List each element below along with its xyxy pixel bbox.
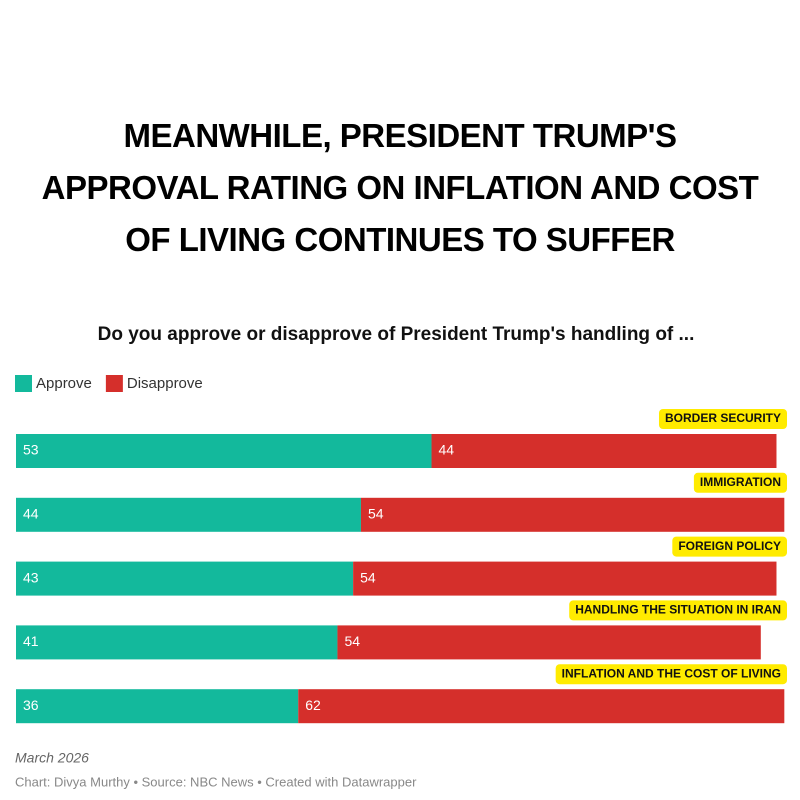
bar-segment <box>16 561 354 596</box>
bar-segment <box>353 561 777 596</box>
category-label: IMMIGRATION <box>700 475 781 489</box>
note: March 2026 <box>15 750 89 766</box>
bar-segment <box>16 689 299 724</box>
bar-segment <box>16 625 338 660</box>
category-label: HANDLING THE SITUATION IN IRAN <box>575 603 781 617</box>
label-highlight <box>693 472 787 493</box>
bar-segment <box>360 497 785 532</box>
bar-segment <box>16 497 361 532</box>
chart-subtitle: Do you approve or disapprove of Presiden… <box>98 324 695 345</box>
value-label: 43 <box>23 569 39 585</box>
label-highlight <box>555 664 787 685</box>
value-label: 62 <box>305 697 321 713</box>
value-label: 44 <box>23 506 39 522</box>
category-label: BORDER SECURITY <box>665 411 781 425</box>
bar-segment <box>16 434 432 468</box>
legend-label: Approve <box>36 375 92 392</box>
label-highlight <box>672 536 787 557</box>
label-highlight <box>569 600 787 621</box>
bar-segment <box>298 689 785 724</box>
value-label: 54 <box>360 569 376 585</box>
value-label: 44 <box>439 442 455 458</box>
legend-swatch <box>105 375 123 392</box>
value-label: 54 <box>344 633 360 649</box>
label-highlight <box>658 409 787 429</box>
bar-segment <box>431 434 777 468</box>
footer: Chart: Divya Murthy • Source: NBC News •… <box>15 774 417 789</box>
value-label: 36 <box>23 697 39 713</box>
chart-title: MEANWHILE, PRESIDENT TRUMP'S APPROVAL RA… <box>41 117 759 258</box>
value-label: 53 <box>23 442 39 458</box>
legend-label: Disapprove <box>127 375 203 392</box>
bar-segment <box>337 625 761 660</box>
category-label: FOREIGN POLICY <box>678 539 781 553</box>
value-label: 54 <box>368 506 384 522</box>
category-label: INFLATION AND THE COST OF LIVING <box>562 666 781 680</box>
value-label: 41 <box>23 633 39 649</box>
legend-swatch <box>15 375 32 392</box>
